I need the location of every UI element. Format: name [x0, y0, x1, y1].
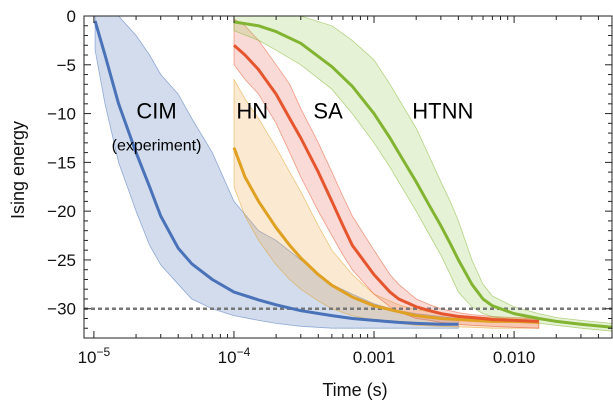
x-tick-label: 0.001	[353, 348, 396, 367]
cim-band	[94, 15, 459, 329]
series-annotation: (experiment)	[112, 138, 202, 155]
y-tick-label: 0	[67, 7, 76, 26]
x-tick-label: 10−5	[78, 345, 111, 367]
y-axis-ticks: 0 −5 −10 −15 −20 −25 −30	[47, 7, 612, 339]
y-tick-label: −5	[57, 56, 76, 75]
x-axis-title: Time (s)	[322, 380, 387, 400]
y-axis-title: Ising energy	[8, 121, 28, 219]
series-annotation: HN	[236, 98, 268, 123]
sa-band	[233, 18, 540, 329]
series-annotation: SA	[313, 98, 343, 123]
y-tick-label: −25	[47, 251, 76, 270]
y-tick-label: −15	[47, 153, 76, 172]
series-annotations: CIM (experiment) HN SA HTNN	[112, 98, 474, 154]
plot-border	[83, 15, 613, 339]
y-tick-label: −10	[47, 105, 76, 124]
x-axis-ticks: 10−5 10−4 0.001 0.010	[78, 16, 613, 367]
series-annotation: CIM	[136, 98, 176, 123]
series-annotation: HTNN	[412, 98, 473, 123]
x-tick-label: 10−4	[218, 345, 251, 367]
series-lines	[93, 20, 613, 329]
confidence-bands	[94, 15, 613, 332]
plot-frame	[83, 15, 613, 339]
y-tick-label: −30	[47, 300, 76, 319]
x-tick-label: 0.010	[493, 348, 536, 367]
sa-mean-line	[233, 44, 539, 323]
y-tick-label: −20	[47, 202, 76, 221]
htnn-mean-line	[233, 20, 613, 329]
hn-mean-line	[232, 147, 539, 324]
cim-mean-line	[93, 20, 459, 326]
